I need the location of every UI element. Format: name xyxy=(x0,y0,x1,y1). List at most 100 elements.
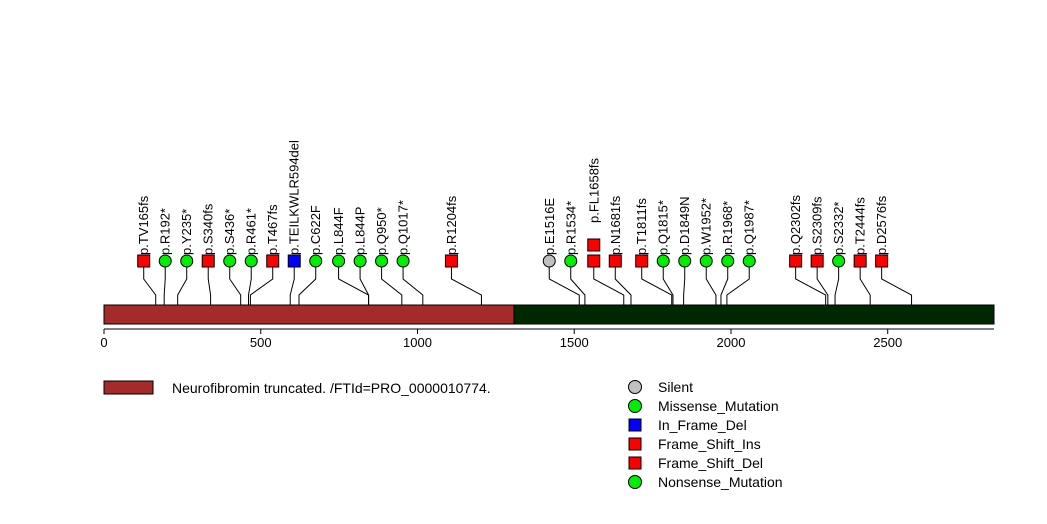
mutation-lollipop: p.TV165fs xyxy=(136,195,157,305)
mutation-head-frame-shift-del xyxy=(201,254,215,268)
x-axis: 0 500 1000 1500 2000 2500 xyxy=(100,328,994,350)
legend-silent-marker xyxy=(628,380,642,394)
mutation-stem xyxy=(834,261,840,305)
mutation-head-nonsense-mutation xyxy=(699,254,713,268)
mutation-stem xyxy=(816,261,829,305)
mutation-lollipop: p.E1516E xyxy=(542,198,580,305)
mutation-label: p.R1534* xyxy=(563,201,578,255)
mutation-stem xyxy=(593,261,625,305)
mutation-head-frame-shift-del xyxy=(444,254,458,268)
mutation-lollipop: p.S340fs xyxy=(201,203,216,305)
legend-frame-shift-del-label: Frame_Shift_Del xyxy=(658,455,763,471)
mutation-head-frame-shift-del xyxy=(853,254,867,268)
mutation-head-nonsense-mutation xyxy=(721,254,735,268)
mutation-stem xyxy=(163,261,166,305)
mutation-label: p.R192* xyxy=(158,208,173,255)
axis-tick-label: 1000 xyxy=(403,335,432,350)
mutation-type-legend: Silent Missense_Mutation In_Frame_Del Frame… xyxy=(628,379,783,490)
mutation-label: p.L844P xyxy=(353,207,368,255)
protein-domain-1 xyxy=(103,304,515,325)
mutation-label: p.Q1987* xyxy=(742,200,757,255)
mutation-label: p.S2332* xyxy=(831,202,846,256)
mutation-label: p.TV165fs xyxy=(136,195,151,255)
mutation-head-frame-shift-del xyxy=(810,254,824,268)
mutation-stem xyxy=(450,261,482,305)
mutation-head-nonsense-mutation xyxy=(223,254,237,268)
mutation-stem xyxy=(720,261,729,305)
mutation-label: p.D2576fs xyxy=(874,195,889,255)
mutation-head-nonsense-mutation xyxy=(396,254,410,268)
mutation-lollipop: p.D1849N xyxy=(677,196,692,305)
mutation-label: p.T467fs xyxy=(265,204,280,255)
mutation-label: p.C622F xyxy=(308,205,323,255)
legend-in-frame-del-label: In_Frame_Del xyxy=(658,417,747,433)
mutation-lollipop: p.S436* xyxy=(222,209,242,305)
mutation-label: p.L844F xyxy=(331,207,346,255)
mutation-label: p.Q950* xyxy=(374,207,389,255)
mutation-stem xyxy=(683,261,686,305)
mutation-label: p.D1849N xyxy=(677,196,692,255)
mutation-head-nonsense-mutation xyxy=(656,254,670,268)
mutation-head-missense-mutation xyxy=(309,254,323,268)
mutation-stem xyxy=(359,261,370,305)
mutation-head-in-frame-del xyxy=(287,254,301,268)
mutation-stem xyxy=(859,261,871,305)
mutation-lollipop: p.T1811fs xyxy=(634,198,673,305)
mutation-stem xyxy=(338,261,370,305)
mutation-stem xyxy=(705,261,717,305)
mutation-stem xyxy=(402,261,424,305)
mutation-stem xyxy=(641,261,673,305)
mutation-head-frame-shift-del xyxy=(789,254,803,268)
mutation-stem xyxy=(177,261,188,305)
mutation-lollipop: p.T467fs xyxy=(249,204,280,305)
mutation-lollipop: p.R1968* xyxy=(720,201,735,305)
mutation-stem xyxy=(614,261,632,305)
mutation-label: p.N1681fs xyxy=(608,195,623,255)
mutation-label: p.R1204fs xyxy=(444,195,459,255)
mutation-stem xyxy=(143,261,157,305)
mutation-head-frame-shift-del xyxy=(587,254,601,268)
mutation-label: p.Y235* xyxy=(179,209,194,255)
axis-tick-label: 0 xyxy=(100,335,107,350)
mutation-stem xyxy=(881,261,913,305)
mutation-head-nonsense-mutation xyxy=(564,254,578,268)
mutation-lollipop: p.L844P xyxy=(353,207,370,305)
mutation-label: p.S436* xyxy=(222,209,237,255)
legend-in-frame-del-marker xyxy=(628,418,642,432)
legend-frame-shift-ins-label: Frame_Shift_Ins xyxy=(658,436,761,452)
mutation-lollipop: p.Q1017* xyxy=(396,200,424,305)
mutation-head-missense-mutation xyxy=(678,254,692,268)
mutation-lollipop: p.S2332* xyxy=(831,202,846,305)
mutation-lollipop: p.Q1815* xyxy=(656,200,674,305)
lollipop-layer: p.TV165fs p.R192* p.Y235* p.S340fs p.S436* p.… xyxy=(136,140,913,305)
mutation-label: p.Q2302fs xyxy=(788,195,803,255)
mutation-stem xyxy=(229,261,242,305)
mutation-label: p.Q1017* xyxy=(396,200,411,255)
mutation-lollipop: p.S2309fs xyxy=(810,196,829,305)
mutation-lollipop: p.R192* xyxy=(158,208,173,305)
mutation-label: p.Q1815* xyxy=(656,200,671,255)
mutation-head-missense-mutation xyxy=(353,254,367,268)
domain-legend: Neurofibromin truncated. /FTId=PRO_00000… xyxy=(103,380,491,396)
mutation-lollipop: p.R1534* xyxy=(563,201,586,305)
mutation-label: p.R1968* xyxy=(720,201,735,255)
mutation-stem xyxy=(298,261,317,305)
mutation-stem xyxy=(207,261,212,305)
domain-legend-swatch xyxy=(103,380,154,395)
mutation-label: p.S2309fs xyxy=(810,196,825,255)
mutation-label: p.T1811fs xyxy=(634,198,649,255)
mutation-stem xyxy=(570,261,586,305)
mutation-lollipop: p.N1681fs xyxy=(608,195,632,305)
mutation-lollipop: p.Q2302fs xyxy=(788,195,827,305)
mutation-label: p.FL1658fs xyxy=(586,157,601,223)
mutation-head-nonsense-mutation xyxy=(244,254,258,268)
mutation-lollipop: p.Q950* xyxy=(374,207,403,305)
mutation-stem xyxy=(662,261,674,305)
mutation-lollipop: p.W1952* xyxy=(699,198,717,305)
mutation-stem xyxy=(726,261,750,305)
mutation-head-nonsense-mutation xyxy=(158,254,172,268)
mutation-stem xyxy=(548,261,580,305)
mutation-label: p.TEILKWLR594del xyxy=(287,140,302,255)
mutation-label: p.S340fs xyxy=(201,203,216,255)
